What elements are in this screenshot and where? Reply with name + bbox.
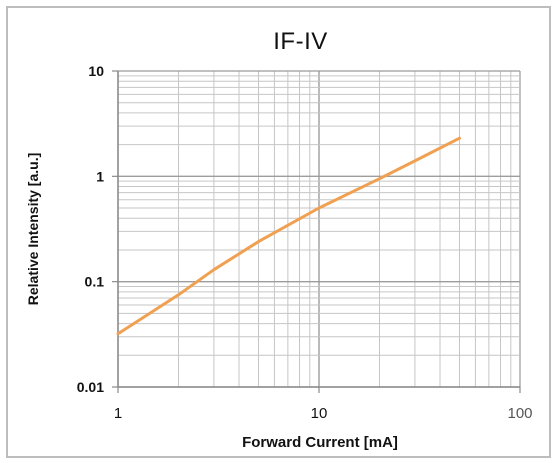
tick-labels: 0.01 0.1 1 10 1 10 100 (77, 63, 533, 422)
x-axis-label: Forward Current [mA] (242, 434, 398, 451)
x-tick-label: 1 (114, 405, 122, 422)
y-axis-label: Relative Intensity [a.u.] (25, 153, 41, 305)
y-tick-label: 1 (96, 168, 104, 184)
series-line (116, 136, 461, 336)
tick-marks (112, 70, 521, 393)
y-tick-label: 0.01 (77, 379, 104, 395)
x-tick-label: 100 (507, 405, 532, 422)
y-tick-label: 10 (88, 63, 104, 79)
grid (117, 70, 521, 388)
y-tick-label: 0.1 (85, 274, 105, 290)
series-layer (116, 136, 461, 336)
x-tick-label: 10 (311, 405, 328, 422)
chart-title: IF-IV (273, 28, 328, 55)
